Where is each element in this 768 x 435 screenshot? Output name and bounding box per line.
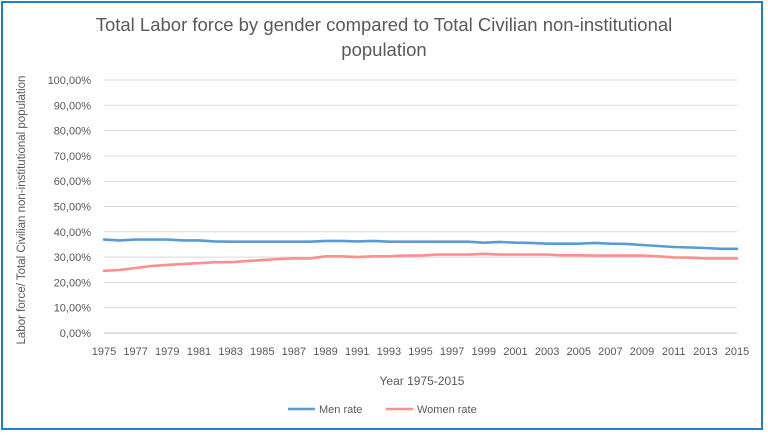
x-tick-label: 1987 <box>282 346 306 358</box>
chart-title: Total Labor force by gender compared to … <box>0 12 768 62</box>
y-tick-label: 10,00% <box>54 303 92 315</box>
x-tick-label: 1981 <box>187 346 211 358</box>
x-tick-label: 2011 <box>662 346 686 358</box>
legend-label: Women rate <box>417 404 477 416</box>
y-tick-label: 50,00% <box>54 202 92 214</box>
legend: Men rate Women rate <box>288 404 477 416</box>
y-tick-label: 90,00% <box>54 100 92 112</box>
series-lines <box>102 238 739 273</box>
y-tick-label: 0,00% <box>60 328 91 340</box>
y-tick-label: 70,00% <box>54 151 92 163</box>
y-tick-label: 30,00% <box>54 252 92 264</box>
x-tick-label: 2015 <box>725 346 749 358</box>
x-tick-label: 1977 <box>123 346 147 358</box>
y-tick-label: 40,00% <box>54 227 92 239</box>
x-tick-label: 1997 <box>440 346 464 358</box>
x-tick-label: 2003 <box>535 346 559 358</box>
series-line-men-rate <box>102 238 739 251</box>
x-tick-label: 1995 <box>408 346 432 358</box>
legend-label: Men rate <box>319 404 362 416</box>
x-tick-label: 2013 <box>693 346 717 358</box>
x-tick-label: 2005 <box>567 346 591 358</box>
x-tick-label: 1979 <box>155 346 179 358</box>
x-tick-label: 2001 <box>503 346 527 358</box>
x-tick-label: 1983 <box>218 346 242 358</box>
series-line-women-rate <box>102 252 739 273</box>
chart-frame <box>1 1 763 430</box>
x-tick-label: 1989 <box>313 346 337 358</box>
x-axis-tick-labels: 1975 1977 1979 1981 1983 1985 1987 1989 1991 1993… <box>92 346 749 358</box>
x-tick-label: 1999 <box>472 346 496 358</box>
chart-title-line-2: population <box>341 39 427 60</box>
y-tick-label: 80,00% <box>54 126 92 138</box>
x-tick-label: 2007 <box>598 346 622 358</box>
x-axis-label: Year 1975-2015 <box>380 374 465 388</box>
y-axis-label: Labor force/ Total Civilian non-institut… <box>16 76 28 345</box>
x-tick-label: 1993 <box>377 346 401 358</box>
x-tick-label: 1991 <box>345 346 369 358</box>
y-axis-tick-labels: 0,00% 10,00% 20,00% 30,00% 40,00% 50,00% 60,00… <box>48 75 92 340</box>
y-tick-label: 20,00% <box>54 277 92 289</box>
x-tick-label: 2009 <box>630 346 654 358</box>
x-tick-label: 1985 <box>250 346 274 358</box>
gridlines <box>104 79 737 334</box>
y-tick-label: 100,00% <box>48 75 92 87</box>
chart-title-line-1: Total Labor force by gender compared to … <box>95 14 673 35</box>
x-tick-label: 1975 <box>92 346 116 358</box>
y-tick-label: 60,00% <box>54 176 92 188</box>
